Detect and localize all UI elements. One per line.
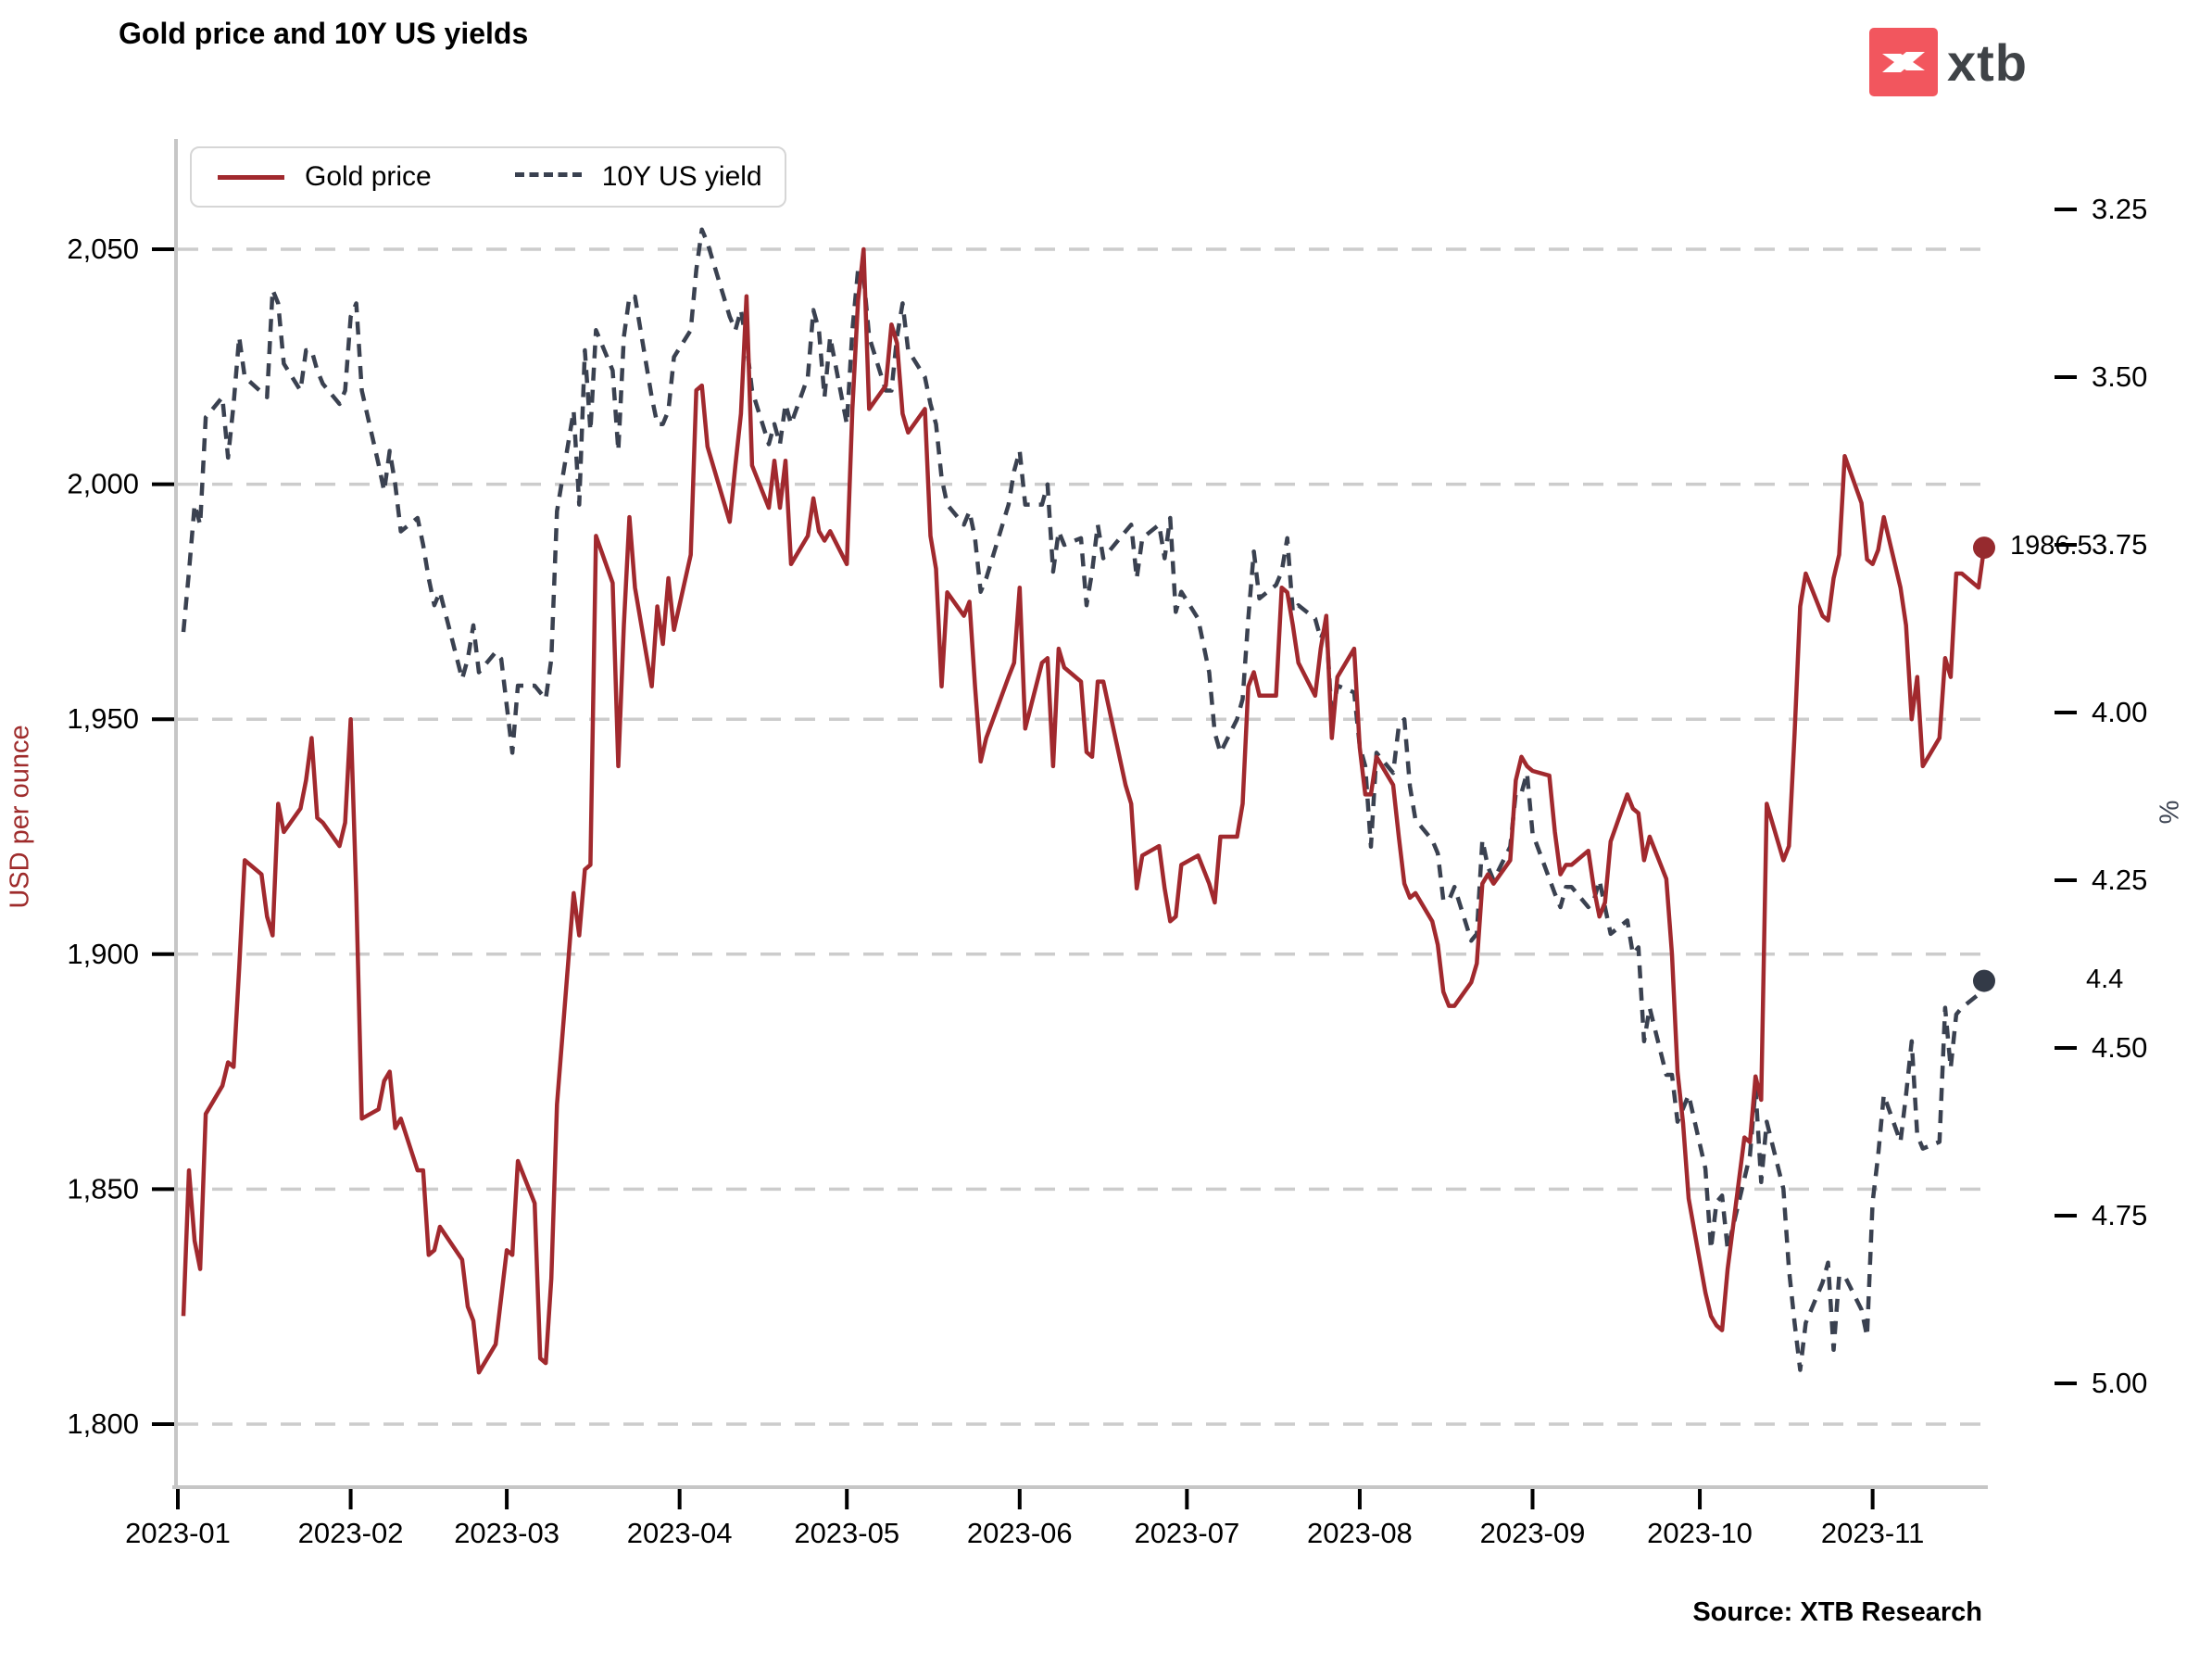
x-tick-label: 2023-10: [1647, 1517, 1753, 1549]
end-dots: [1972, 536, 1995, 992]
left-tick-label: 1,950: [67, 702, 139, 735]
right-tick-label: 4.75: [2092, 1199, 2147, 1231]
source-note: Source: XTB Research: [1692, 1597, 1982, 1627]
legend-item-yield: 10Y US yield: [514, 161, 762, 193]
gold-line-swatch: [218, 174, 284, 180]
gold-end-dot: [1972, 536, 1995, 560]
xtb-logo: xtb: [1869, 28, 2028, 96]
x-tick-label: 2023-09: [1480, 1517, 1586, 1549]
x-tick-label: 2023-01: [125, 1517, 231, 1549]
left-tick-label: 1,800: [67, 1407, 139, 1440]
gridlines: [178, 247, 1985, 1426]
x-tick-label: 2023-08: [1307, 1517, 1413, 1549]
axis-spines: [172, 139, 1988, 1489]
left-tick-label: 2,050: [67, 233, 139, 265]
gold-end-annotation: 1986.5: [2009, 531, 2093, 562]
right-tick-label: 4.50: [2092, 1031, 2147, 1064]
right-tick-label: 4.00: [2092, 696, 2147, 728]
yield-line: [181, 227, 1987, 1372]
yield-end-dot: [1972, 969, 1995, 992]
x-tick-label: 2023-02: [298, 1517, 404, 1549]
right-tick-label: 5.00: [2092, 1367, 2147, 1399]
yield-end-annotation: 4.4: [2086, 964, 2124, 994]
right-tick-label: 3.50: [2092, 360, 2147, 393]
axis-ticks: 1,800 1,850 1,900 1,950 2,000 2,050 3.25 3.50 3.…: [67, 193, 2147, 1549]
x-tick-label: 2023-03: [454, 1517, 559, 1549]
chart-legend: Gold price 10Y US yield: [190, 146, 786, 208]
x-tick-label: 2023-05: [794, 1517, 899, 1549]
x-tick-label: 2023-11: [1821, 1517, 1924, 1549]
right-tick-label: 3.75: [2092, 528, 2147, 561]
left-tick-label: 2,000: [67, 468, 139, 500]
left-tick-label: 1,900: [67, 938, 139, 970]
gold-line: [181, 246, 1987, 1375]
data-series: [181, 227, 1987, 1375]
right-tick-label: 4.25: [2092, 864, 2147, 896]
yield-line-swatch: [514, 172, 582, 182]
xtb-logo-text: xtb: [1947, 32, 2028, 92]
x-tick-label: 2023-04: [627, 1517, 733, 1549]
legend-label-yield: 10Y US yield: [601, 161, 762, 192]
x-tick-label: 2023-07: [1134, 1517, 1239, 1549]
x-tick-label: 2023-06: [967, 1517, 1073, 1549]
page-title: Gold price and 10Y US yields: [119, 17, 529, 50]
legend-item-gold: Gold price: [218, 161, 432, 193]
xtb-logo-icon: [1869, 28, 1938, 96]
left-tick-label: 1,850: [67, 1172, 139, 1205]
right-tick-label: 3.25: [2092, 193, 2147, 225]
legend-label-gold: Gold price: [305, 161, 432, 192]
